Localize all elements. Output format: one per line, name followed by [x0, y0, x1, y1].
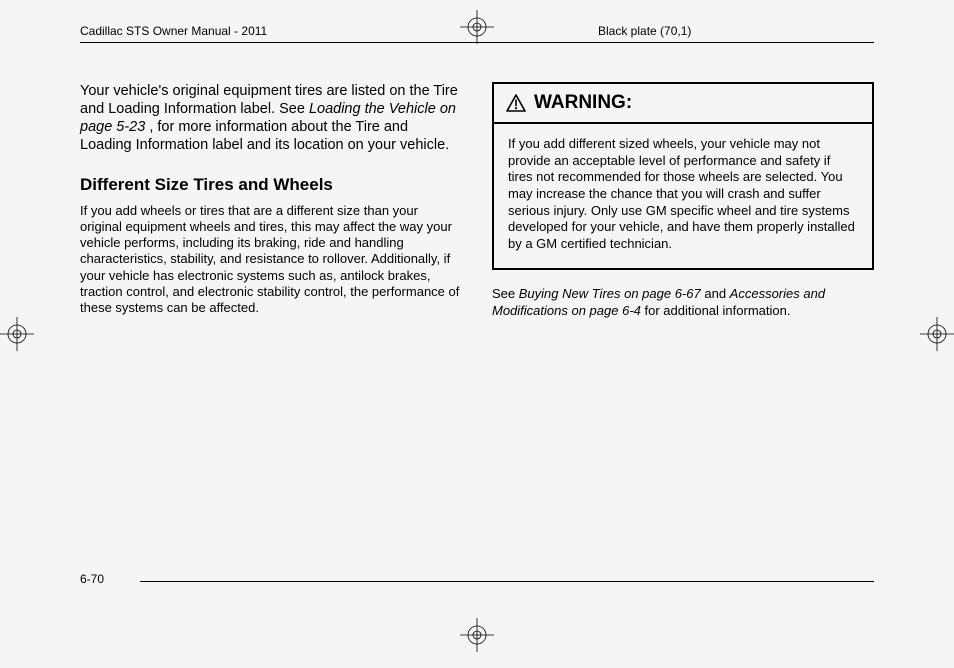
- registration-mark-icon: [460, 10, 494, 44]
- right-column: WARNING: If you add different sized whee…: [492, 82, 874, 333]
- registration-mark-icon: [0, 317, 34, 351]
- header-plate-info: Black plate (70,1): [598, 24, 691, 38]
- section-heading: Different Size Tires and Wheels: [80, 175, 462, 195]
- after-warning-paragraph: See Buying New Tires on page 6-67 and Ac…: [492, 286, 874, 319]
- footer-rule: [140, 581, 874, 582]
- after-ref-1: Buying New Tires on page 6-67: [519, 286, 701, 301]
- after-text-3: for additional information.: [644, 303, 790, 318]
- intro-paragraph: Your vehicle's original equipment tires …: [80, 82, 462, 155]
- warning-body-text: If you add different sized wheels, your …: [494, 124, 872, 268]
- warning-box: WARNING: If you add different sized whee…: [492, 82, 874, 270]
- left-column: Your vehicle's original equipment tires …: [80, 82, 462, 333]
- after-text-1: See: [492, 286, 519, 301]
- manual-page: Cadillac STS Owner Manual - 2011 Black p…: [0, 0, 954, 668]
- warning-title-bar: WARNING:: [494, 84, 872, 124]
- registration-mark-icon: [460, 618, 494, 652]
- section-body: If you add wheels or tires that are a di…: [80, 203, 462, 317]
- page-number: 6-70: [80, 572, 104, 586]
- warning-triangle-icon: [506, 94, 526, 112]
- header-manual-title: Cadillac STS Owner Manual - 2011: [80, 24, 267, 38]
- registration-mark-icon: [920, 317, 954, 351]
- content-columns: Your vehicle's original equipment tires …: [80, 82, 874, 333]
- warning-label: WARNING:: [534, 92, 632, 114]
- after-text-2: and: [701, 286, 730, 301]
